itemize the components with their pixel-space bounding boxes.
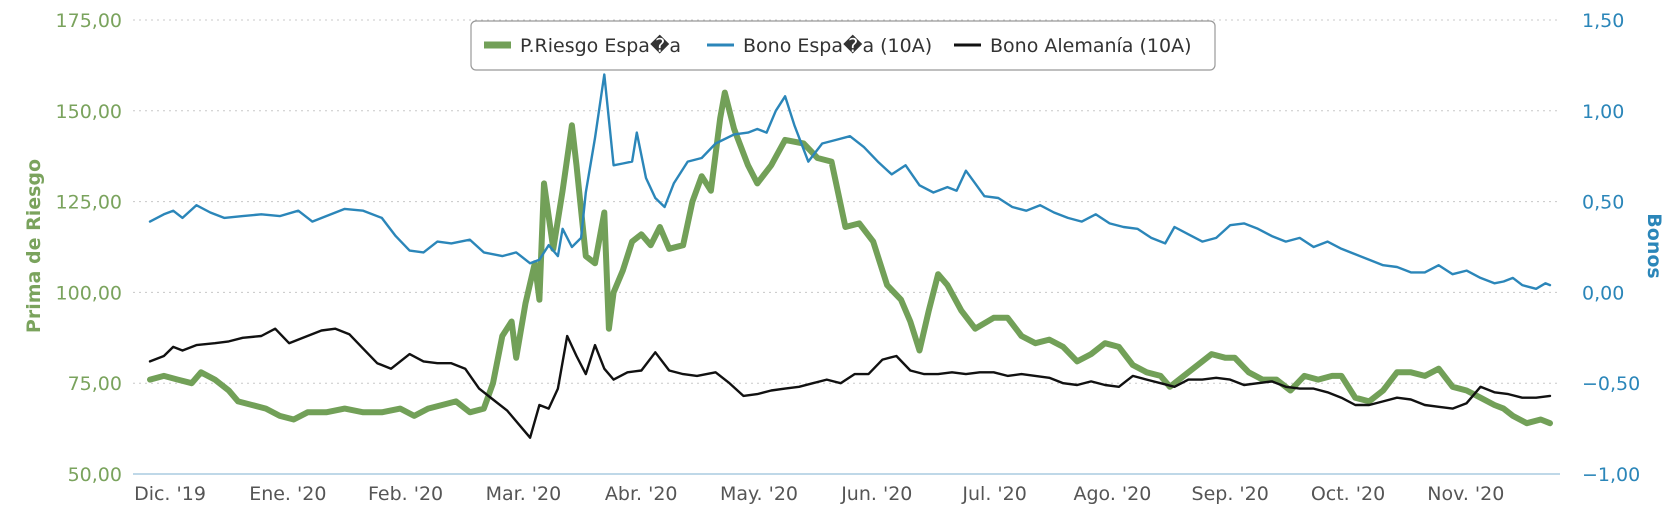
- x-tick-label: Ene. '20: [249, 483, 326, 505]
- x-tick-label: Jul. '20: [961, 483, 1026, 505]
- right-tick-label: −0,50: [1582, 373, 1640, 395]
- legend-item-prima-riesgo[interactable]: P.Riesgo Espa�a: [484, 34, 681, 57]
- series-line-bono-espana: [148, 73, 1552, 290]
- left-tick-label: 125,00: [56, 192, 122, 214]
- x-tick-label: Oct. '20: [1311, 483, 1385, 505]
- legend-label-bono-alemania: Bono Alemanía (10A): [990, 35, 1192, 57]
- x-tick-label: Sep. '20: [1192, 483, 1269, 505]
- x-tick-label: Dic. '19: [134, 483, 206, 505]
- series-lines: [147, 73, 1553, 439]
- right-tick-label: 1,50: [1582, 10, 1624, 32]
- left-tick-label: 100,00: [56, 282, 122, 304]
- legend-item-bono-alemania[interactable]: Bono Alemanía (10A): [954, 35, 1192, 57]
- x-tick-label: Mar. '20: [486, 483, 562, 505]
- x-tick-label: May. '20: [720, 483, 798, 505]
- series-line-bono-alemania: [148, 327, 1552, 439]
- right-axis-ticks: −1,00 −0,50 0,00 0,50 1,00 1,50: [1582, 10, 1640, 486]
- right-axis-title: Bonos: [1643, 213, 1665, 278]
- legend-item-bono-espana[interactable]: Bono Espa�a (10A): [707, 34, 932, 57]
- x-tick-label: Jun. '20: [840, 483, 912, 505]
- right-tick-label: 0,00: [1582, 282, 1624, 304]
- x-tick-label: Abr. '20: [605, 483, 678, 505]
- x-axis-ticks: Dic. '19 Ene. '20 Feb. '20 Mar. '20 Abr. '20…: [134, 483, 1504, 505]
- grid-lines: [133, 19, 1560, 384]
- legend-label-prima-riesgo: P.Riesgo Espa�a: [520, 34, 681, 57]
- right-tick-label: −1,00: [1582, 464, 1640, 486]
- left-tick-label: 50,00: [68, 464, 122, 486]
- series-line-prima-riesgo: [147, 89, 1553, 427]
- x-tick-label: Nov. '20: [1427, 483, 1504, 505]
- right-tick-label: 1,00: [1582, 101, 1624, 123]
- right-tick-label: 0,50: [1582, 192, 1624, 214]
- left-tick-label: 75,00: [68, 373, 122, 395]
- x-tick-label: Feb. '20: [368, 483, 443, 505]
- legend: P.Riesgo Espa�a Bono Espa�a (10A) Bono A…: [470, 20, 1216, 71]
- left-axis-ticks: 50,00 75,00 100,00 125,00 150,00 175,00: [56, 10, 122, 486]
- legend-box: [470, 20, 1216, 71]
- left-tick-label: 175,00: [56, 10, 122, 32]
- left-axis-title: Prima de Riesgo: [23, 159, 45, 333]
- x-tick-label: Ago. '20: [1073, 483, 1151, 505]
- legend-label-bono-espana: Bono Espa�a (10A): [743, 34, 932, 57]
- left-tick-label: 150,00: [56, 101, 122, 123]
